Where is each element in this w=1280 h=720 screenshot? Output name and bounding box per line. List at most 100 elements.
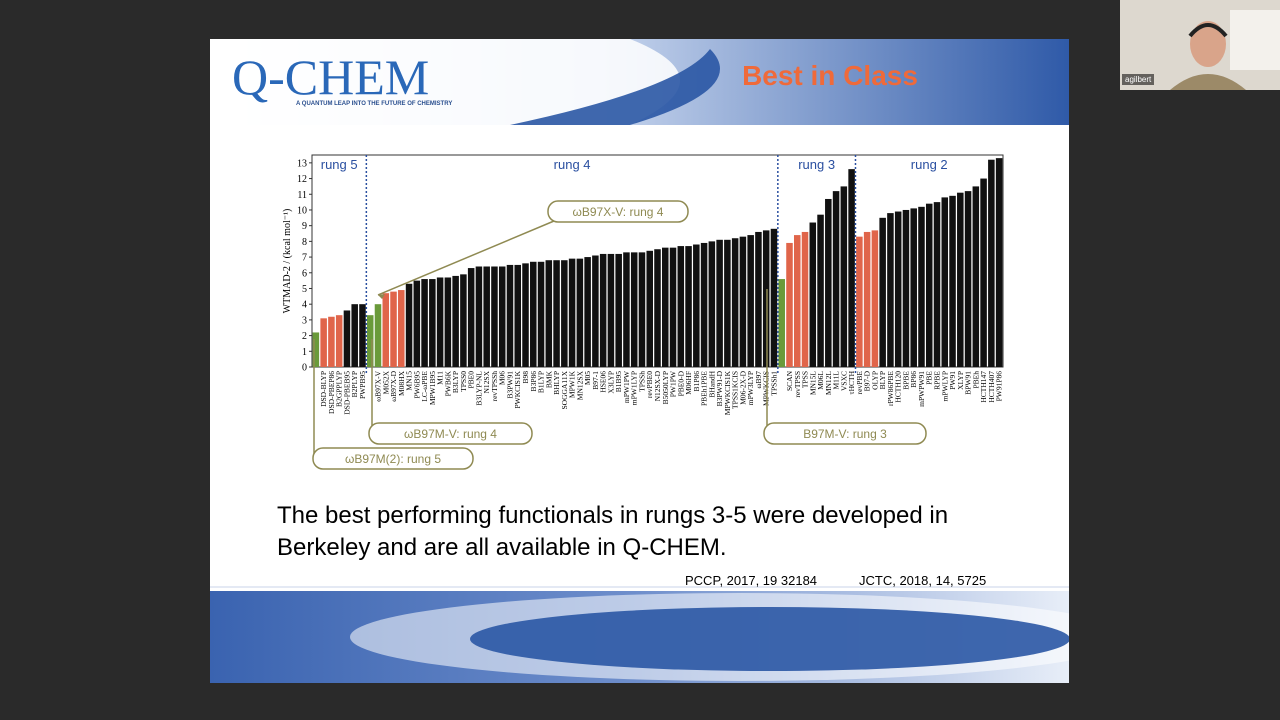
bar (964, 191, 972, 367)
annotation-box (368, 422, 533, 445)
x-tick-label: τHCTH (847, 370, 856, 394)
x-tick-label: PBEh (971, 371, 980, 389)
bar (988, 159, 995, 367)
video-tile[interactable]: agilbert (1120, 0, 1280, 90)
bar (832, 191, 840, 367)
y-axis-label: WTMAD-2 / (kcal mol⁻¹) (282, 209, 293, 314)
bar (359, 304, 366, 367)
bar (778, 279, 785, 367)
x-tick-label: PW91P86 (995, 371, 1004, 402)
x-tick-label: TPSS1KCIS (731, 371, 740, 409)
footer-swoosh-dark (470, 607, 1069, 671)
bar (320, 318, 327, 367)
x-tick-label: M052X (381, 370, 390, 394)
bar (630, 252, 638, 367)
x-tick-label: M06 (498, 371, 507, 385)
y-tick-label: 4 (302, 300, 307, 311)
x-tick-label: PBEh1PBE (700, 371, 709, 406)
bar (700, 242, 708, 367)
x-tick-label: ωB97X-D (389, 370, 398, 401)
bar (817, 214, 824, 367)
x-tick-label: VSXC (839, 371, 848, 391)
x-tick-label: M06L (816, 371, 825, 390)
x-tick-label: revPBE0 (645, 371, 654, 398)
face (1190, 21, 1226, 67)
tagline: A QUANTUM LEAP INTO THE FUTURE OF CHEMIS… (296, 101, 452, 107)
x-tick-label: ωB97X-V (373, 370, 382, 401)
x-tick-label: B1LYP (537, 371, 546, 393)
x-tick-label: MN12L (824, 371, 833, 396)
x-tick-label: PWB6K (443, 370, 452, 396)
x-tick-label: BMK (544, 370, 553, 388)
x-tick-label: M11L (832, 371, 841, 390)
x-tick-label: B1B95 (614, 371, 623, 393)
y-tick-label: 7 (302, 253, 307, 264)
y-tick-label: 11 (297, 190, 307, 201)
y-tick-label: 2 (302, 331, 307, 342)
y-tick-label: 13 (297, 158, 307, 169)
bar (933, 202, 941, 367)
bar (405, 283, 413, 367)
annotation: ωB97X-V: rung 4 (573, 205, 664, 219)
bar (762, 230, 770, 367)
bar (902, 209, 910, 367)
x-tick-label: TPSSh1 (769, 371, 778, 396)
x-tick-label: PBE0 (467, 371, 476, 389)
bar (366, 315, 374, 367)
headset (1188, 23, 1228, 38)
x-tick-label: M06HF (684, 371, 693, 395)
bar (506, 264, 514, 367)
bar (918, 206, 925, 367)
x-tick-label: B97-1 (591, 371, 600, 390)
x-tick-label: ωB97 (754, 371, 763, 389)
x-tick-label: MN15 (405, 371, 414, 391)
x-tick-label: DSD-PBEP86 (327, 371, 336, 414)
annotation-box (763, 422, 927, 445)
x-tick-label: X3LYP (606, 371, 615, 394)
bar (669, 247, 677, 367)
x-tick-label: PWPB95 (358, 371, 367, 399)
bar (786, 242, 793, 367)
x-tick-label: MPWKCIS1K (723, 370, 732, 415)
x-tick-label: M05 (583, 371, 592, 385)
x-tick-label: HCTH120 (894, 371, 903, 403)
bar (825, 198, 832, 367)
participant-name: agilbert (1122, 74, 1155, 85)
bar (343, 310, 351, 367)
y-tick-label: 8 (302, 237, 307, 248)
x-tick-label: PBE0-D (676, 370, 685, 396)
x-tick-label: mPWLYP (940, 371, 949, 402)
x-tick-label: PBE (925, 371, 934, 385)
x-tick-label: PWKCIS1K (513, 370, 522, 408)
bar (654, 249, 661, 367)
x-tick-label: PW91 (948, 371, 957, 390)
bar (537, 261, 545, 367)
bar (894, 211, 902, 367)
x-tick-label: mPW1PW (622, 370, 631, 403)
x-tick-label: XLYP (956, 371, 965, 390)
bar (390, 291, 397, 367)
x-tick-label: PW6B95 (412, 371, 421, 399)
bar (887, 213, 894, 367)
y-tick-label: 3 (302, 315, 307, 326)
bar (957, 192, 964, 367)
header-swoosh (210, 39, 680, 125)
x-tick-label: B3PW91-D (715, 370, 724, 406)
bar (561, 260, 568, 367)
bar (335, 315, 343, 367)
x-tick-label: mPW3LYP (746, 371, 755, 405)
bar (475, 266, 483, 367)
x-tick-label: OLYP (870, 371, 879, 390)
bar (941, 197, 949, 367)
x-tick-label: B3LYP (451, 371, 460, 393)
x-tick-label: BPBE (901, 371, 910, 390)
bar (731, 238, 739, 367)
bar (856, 236, 863, 367)
bar (685, 246, 692, 367)
rung-label: rung 4 (554, 157, 591, 172)
x-tick-label: M08HX (397, 370, 406, 396)
bar (972, 186, 980, 367)
bar (429, 279, 436, 367)
x-tick-label: HCTH407 (987, 371, 996, 403)
